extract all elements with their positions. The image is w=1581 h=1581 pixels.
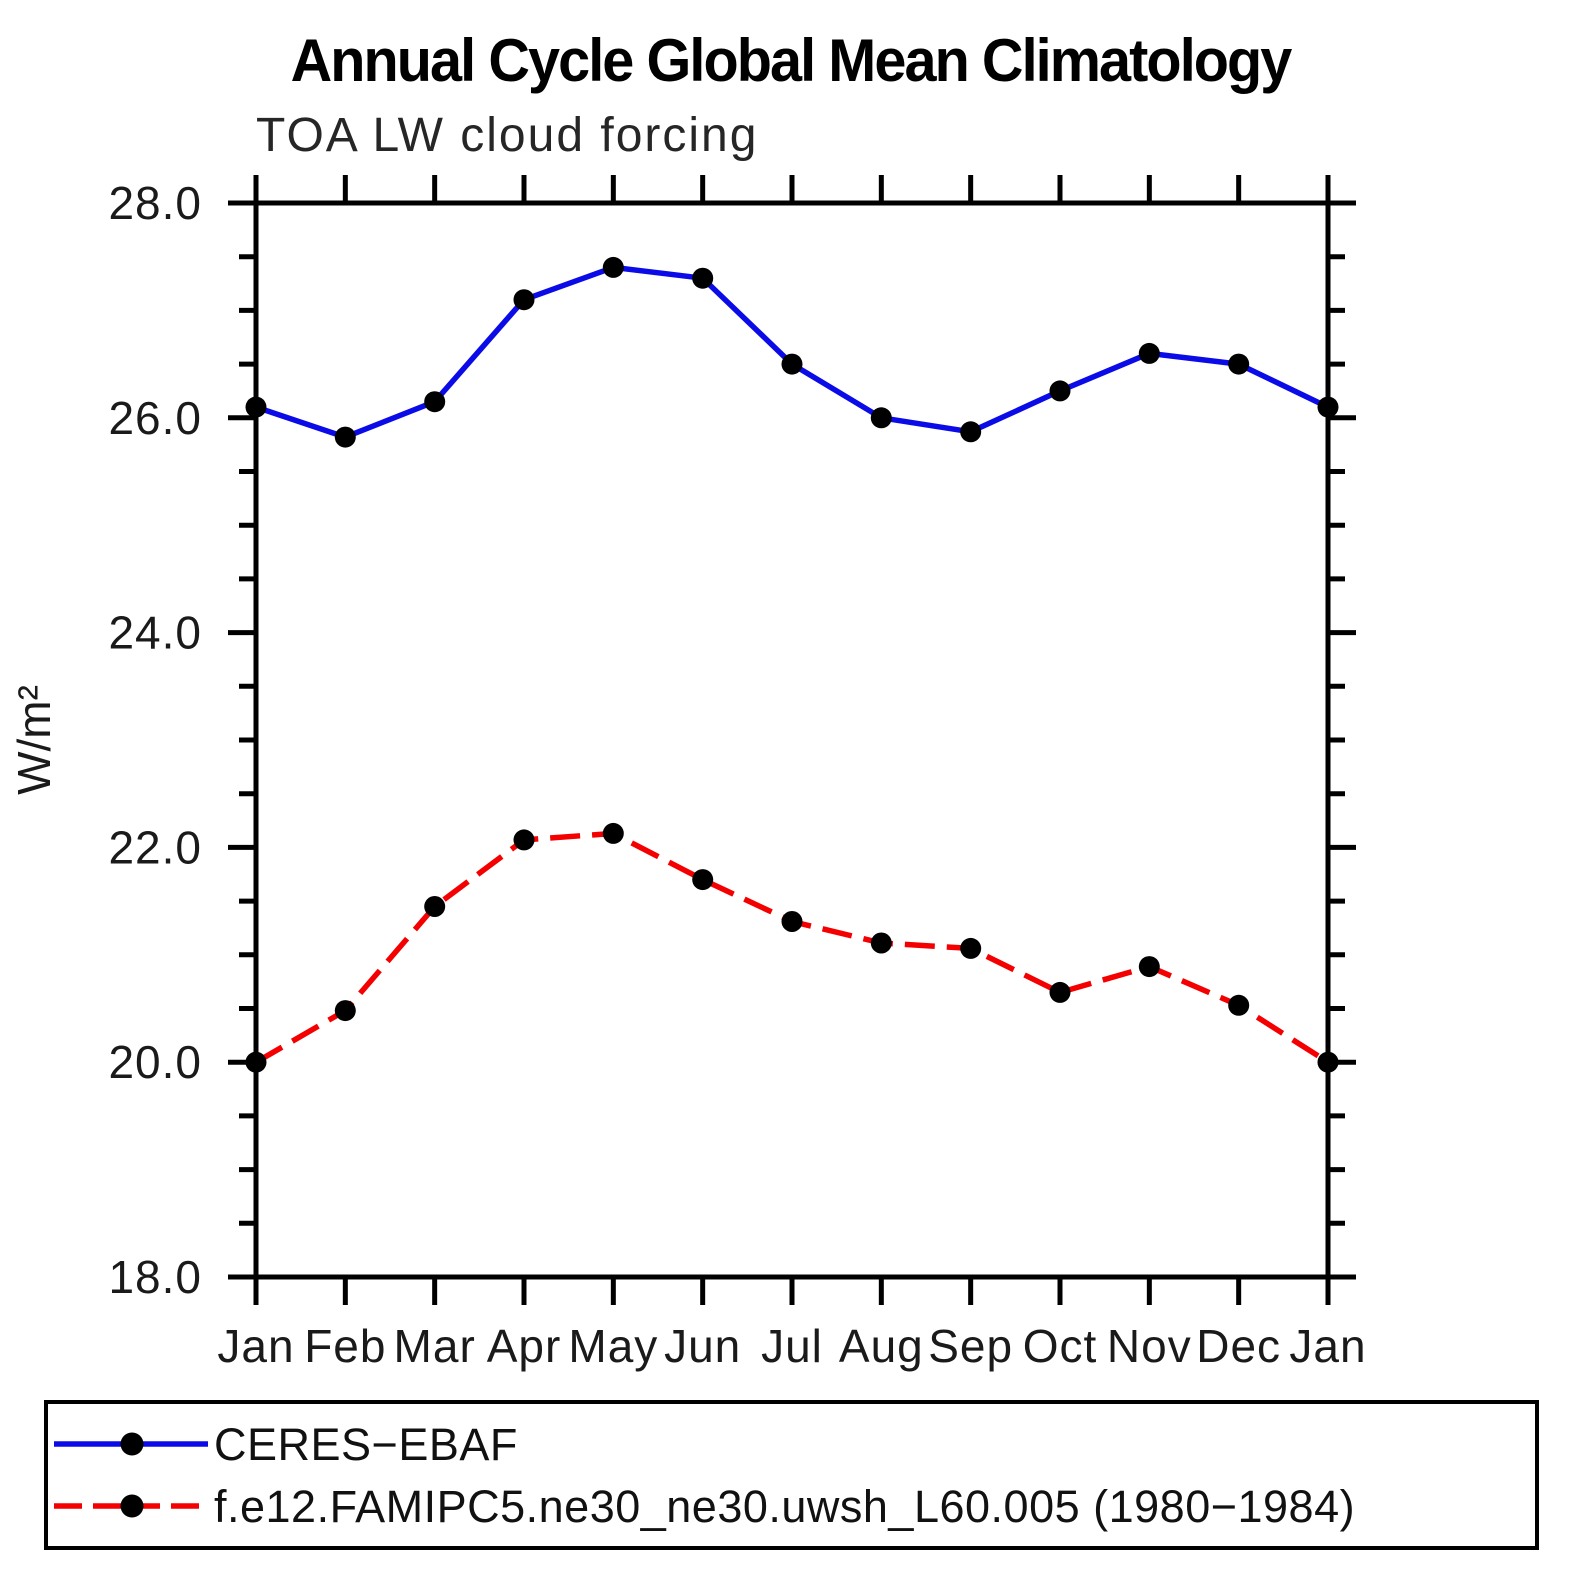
- x-tick-label: Aug: [839, 1320, 924, 1372]
- y-tick-label: 26.0: [108, 392, 202, 444]
- plot-frame: [253, 200, 1331, 1280]
- x-tick-label: May: [568, 1320, 658, 1372]
- legend-line-sample: [54, 1432, 208, 1456]
- x-tick-label: Jul: [761, 1320, 823, 1372]
- x-tick-label: Jan: [217, 1320, 294, 1372]
- y-tick-label: 28.0: [108, 177, 202, 229]
- x-tick-label: Jan: [1289, 1320, 1366, 1372]
- data-point-marker: [245, 396, 267, 418]
- chart-title: Annual Cycle Global Mean Climatology: [290, 27, 1293, 94]
- data-point-marker: [602, 822, 624, 844]
- data-point-marker: [1049, 380, 1071, 402]
- y-tick-label: 18.0: [108, 1251, 202, 1303]
- data-point-marker: [602, 256, 624, 278]
- chart-subtitle: TOA LW cloud forcing: [256, 109, 759, 162]
- x-tick-label: Feb: [304, 1320, 386, 1372]
- data-point-marker: [781, 353, 803, 375]
- data-point-marker: [1317, 1051, 1339, 1073]
- y-tick-label: 22.0: [108, 821, 202, 873]
- data-point-marker: [960, 421, 982, 443]
- legend-marker-dot: [120, 1432, 144, 1456]
- legend-item: f.e12.FAMIPC5.ne30_ne30.uwsh_L60.005 (19…: [52, 1481, 1535, 1531]
- data-point-marker: [1049, 981, 1071, 1003]
- legend-label: f.e12.FAMIPC5.ne30_ne30.uwsh_L60.005 (19…: [214, 1480, 1356, 1532]
- data-point-marker: [245, 1051, 267, 1073]
- legend-item: CERES−EBAF: [52, 1419, 1535, 1469]
- data-point-marker: [1228, 353, 1250, 375]
- legend-line-sample: [54, 1494, 208, 1518]
- legend-box: CERES−EBAF f.e12.FAMIPC5.ne30_ne30.uwsh_L…: [44, 1400, 1539, 1550]
- data-point-marker: [1138, 342, 1160, 364]
- data-point-marker: [960, 937, 982, 959]
- x-tick-label: Apr: [487, 1320, 562, 1372]
- x-tick-label: Sep: [928, 1320, 1013, 1372]
- data-point-marker: [424, 896, 446, 917]
- data-point-marker: [1138, 956, 1160, 978]
- series-line: [255, 264, 1330, 440]
- data-point-marker: [334, 1000, 356, 1022]
- legend-label: CERES−EBAF: [214, 1418, 518, 1470]
- x-tick-label: Jun: [664, 1320, 741, 1372]
- data-point-marker: [781, 911, 803, 932]
- y-tick-label: 24.0: [108, 607, 202, 659]
- data-point-marker: [692, 869, 714, 891]
- legend-marker-dot: [120, 1494, 144, 1518]
- x-tick-label: Dec: [1196, 1320, 1281, 1372]
- series-line: [254, 830, 1330, 1065]
- data-point-marker: [513, 289, 535, 311]
- data-point-marker: [692, 267, 714, 289]
- y-tick-label: 20.0: [108, 1036, 202, 1088]
- data-point-marker: [334, 426, 356, 448]
- data-point-marker: [513, 829, 535, 851]
- data-point-marker: [870, 407, 892, 429]
- x-tick-label: Nov: [1107, 1320, 1192, 1372]
- x-tick-label: Oct: [1023, 1320, 1098, 1372]
- data-point-marker: [424, 391, 446, 413]
- y-axis-title: W/m²: [8, 685, 60, 795]
- data-point-marker: [1228, 994, 1250, 1016]
- data-point-marker: [870, 932, 892, 954]
- data-point-marker: [1317, 396, 1339, 418]
- x-tick-label: Mar: [394, 1320, 476, 1372]
